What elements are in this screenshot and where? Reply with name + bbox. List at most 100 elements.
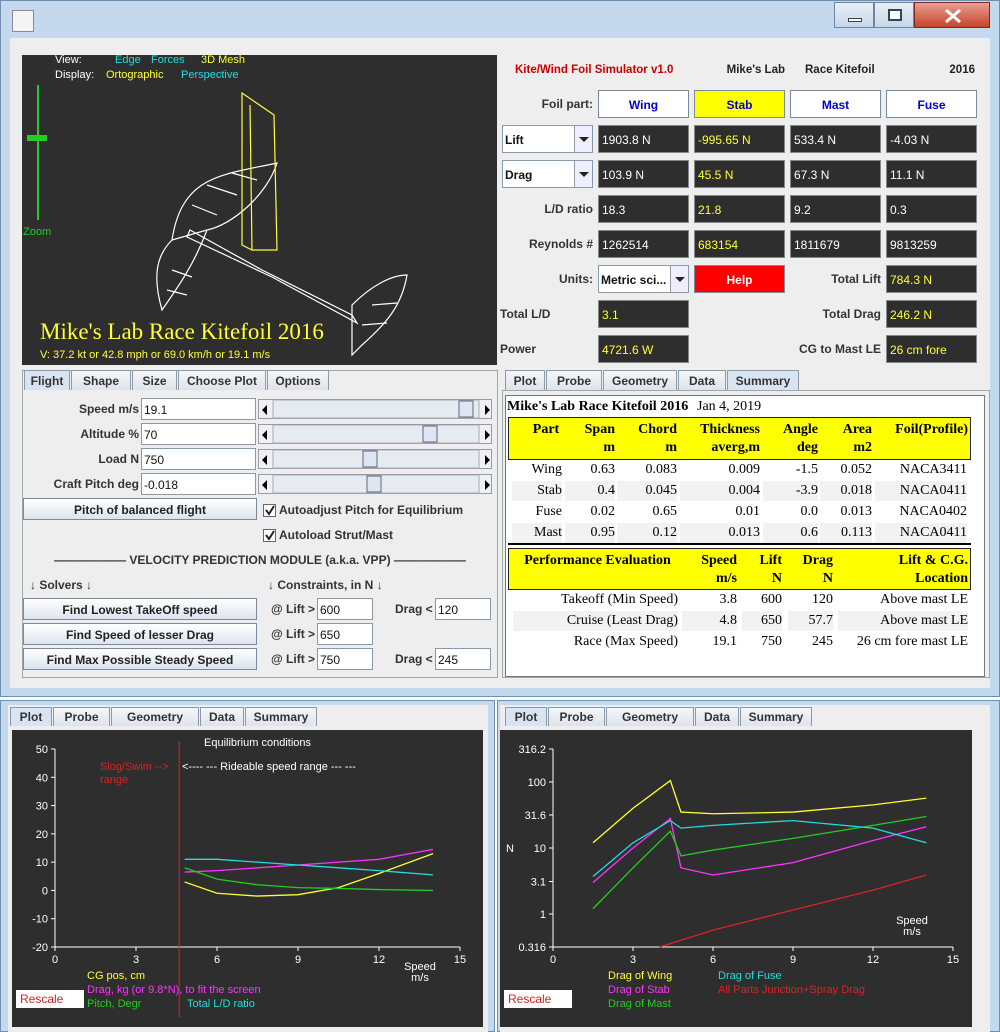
- tab[interactable]: Probe: [546, 370, 602, 390]
- slider-track: [262, 474, 490, 494]
- constraint-field[interactable]: 750: [317, 648, 373, 670]
- x-axis-label: Speed m/s: [896, 915, 928, 938]
- dropdown-arrow[interactable]: [574, 161, 592, 187]
- table-cell: 0.65: [652, 504, 678, 519]
- constraint-field[interactable]: 120: [435, 598, 491, 620]
- slider[interactable]: [258, 474, 492, 494]
- display-option[interactable]: Ortographic: [106, 69, 164, 81]
- tab[interactable]: Plot: [505, 707, 547, 726]
- series-line: [592, 815, 927, 910]
- solver-button[interactable]: Find Lowest TakeOff speed: [23, 598, 257, 620]
- dropdown-arrow[interactable]: [670, 266, 688, 292]
- table-header: Chord m: [638, 422, 677, 455]
- table-cell: 120: [812, 592, 833, 607]
- constraint-field[interactable]: 245: [435, 648, 491, 670]
- tab[interactable]: Data: [678, 370, 726, 390]
- x-tick-label: 0: [550, 954, 556, 966]
- minimize-button[interactable]: [834, 2, 874, 28]
- part-button[interactable]: Wing: [598, 90, 689, 118]
- table-cell: 0.95: [565, 523, 615, 543]
- view-option[interactable]: Edge: [115, 54, 141, 66]
- tab[interactable]: Size: [132, 370, 177, 390]
- plot-area: -20 -10 0 10 20 30 40 50 0 3 6 9 12 15 Equilibrium con…: [12, 730, 483, 1027]
- tab[interactable]: Data: [200, 707, 244, 726]
- row-label: Foil part:: [541, 97, 593, 111]
- legend-entry: Drag of Stab: [608, 984, 670, 996]
- tab[interactable]: Geometry: [111, 707, 199, 726]
- tab[interactable]: Data: [695, 707, 739, 726]
- rescale-button[interactable]: Rescale: [504, 990, 572, 1008]
- minimize-icon: [848, 18, 862, 22]
- part-button[interactable]: Mast: [790, 90, 881, 118]
- constraint-field[interactable]: 600: [317, 598, 373, 620]
- plot-area: 0.316 1 3.1 10 31.6 100 316.2 0 3 6 9 12 15 N Speed m/s…: [500, 730, 972, 1027]
- tab[interactable]: Plot: [505, 370, 545, 390]
- result-value: -4.03 N: [886, 125, 977, 153]
- view-label: View:: [55, 54, 82, 66]
- input-field[interactable]: -0.018: [141, 473, 256, 495]
- pitch-button[interactable]: Pitch of balanced flight: [23, 498, 257, 520]
- checkbox[interactable]: [263, 529, 276, 542]
- input-label: Altitude %: [80, 427, 139, 441]
- result-value: 683154: [694, 230, 785, 258]
- tab[interactable]: Shape: [71, 370, 131, 390]
- input-field[interactable]: 70: [141, 423, 256, 445]
- tab[interactable]: Summary: [727, 370, 799, 390]
- tab[interactable]: Flight: [24, 370, 70, 390]
- y-tick-label: 100: [528, 777, 546, 789]
- maximize-button[interactable]: [874, 2, 914, 28]
- table-cell: 600: [761, 592, 782, 607]
- slider-track: [262, 449, 490, 469]
- display-option[interactable]: Perspective: [181, 69, 239, 81]
- series-line: [592, 779, 927, 844]
- result-value: 67.3 N: [790, 160, 881, 188]
- input-field[interactable]: 750: [141, 448, 256, 470]
- tab[interactable]: Probe: [53, 707, 110, 726]
- table-cell: 0.12: [617, 523, 677, 543]
- foil-wireframe: [27, 85, 408, 357]
- view-option[interactable]: 3D Mesh: [201, 54, 246, 66]
- part-button[interactable]: Fuse: [886, 90, 977, 118]
- dropdown-arrow[interactable]: [574, 126, 592, 152]
- checkbox[interactable]: [263, 504, 276, 517]
- tab[interactable]: Geometry: [603, 370, 677, 390]
- help-button[interactable]: Help: [694, 265, 785, 293]
- input-field[interactable]: 19.1: [141, 398, 256, 420]
- slider[interactable]: [258, 399, 492, 419]
- table-cell: 0.6: [763, 523, 818, 543]
- x-tick-label: 6: [710, 954, 716, 966]
- constraint-label: Drag <: [395, 602, 433, 616]
- table-cell: 750: [761, 634, 782, 649]
- checkbox-label: Autoload Strut/Mast: [279, 528, 393, 542]
- tab[interactable]: Summary: [740, 707, 812, 726]
- total-value: 784.3 N: [886, 265, 977, 293]
- tab[interactable]: Options: [267, 370, 329, 390]
- tab[interactable]: Probe: [548, 707, 605, 726]
- solver-button[interactable]: Find Speed of lesser Drag: [23, 623, 257, 645]
- y-tick-label: -20: [32, 942, 48, 954]
- series-line: [184, 867, 434, 892]
- app-icon[interactable]: [12, 10, 34, 32]
- y-axis-label: N: [506, 843, 514, 855]
- tab[interactable]: Geometry: [606, 707, 694, 726]
- y-tick-label: -10: [32, 914, 48, 926]
- legend-entry: Drag of Wing: [608, 970, 672, 982]
- table-cell: 0.052: [840, 462, 873, 477]
- slider[interactable]: [258, 424, 492, 444]
- tab[interactable]: Summary: [245, 707, 317, 726]
- table-header: Span m: [584, 422, 615, 455]
- y-tick-label: 316.2: [518, 744, 546, 756]
- solver-button[interactable]: Find Max Possible Steady Speed: [23, 648, 257, 670]
- close-button[interactable]: [914, 2, 990, 28]
- tab[interactable]: Plot: [10, 707, 52, 726]
- tab[interactable]: Choose Plot: [178, 370, 266, 390]
- x-axis-label: Speed m/s: [404, 961, 436, 984]
- part-button[interactable]: Stab: [694, 90, 785, 118]
- row-label: Units:: [559, 272, 593, 286]
- view-option[interactable]: Forces: [151, 54, 185, 66]
- y-tick-label: 3.1: [531, 877, 546, 889]
- x-tick-label: 9: [790, 954, 796, 966]
- rescale-button[interactable]: Rescale: [16, 990, 84, 1008]
- constraint-field[interactable]: 650: [317, 623, 373, 645]
- slider[interactable]: [258, 449, 492, 469]
